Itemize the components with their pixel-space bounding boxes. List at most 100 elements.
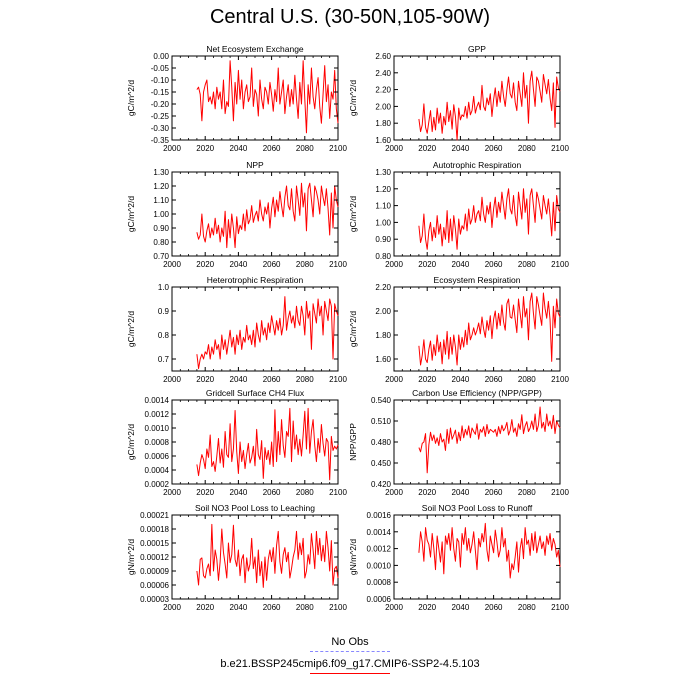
y-tick-label: 0.0012 — [145, 410, 170, 419]
x-tick-label: 2040 — [230, 488, 248, 497]
y-axis-label: gC/m^2/d — [348, 311, 358, 347]
y-tick-label: 1.00 — [375, 218, 391, 227]
chart-panel-6: Gridcell Surface CH4 Flux 2000 2020 2040 206… — [126, 388, 347, 497]
y-tick-label: -0.10 — [151, 76, 170, 85]
panel-title: Net Ecosystem Exchange — [206, 44, 304, 54]
x-tick-label: 2040 — [452, 260, 470, 269]
y-axis-label: gC/m^2/d — [126, 424, 136, 460]
x-tick-label: 2040 — [452, 144, 470, 153]
x-tick-label: 2020 — [418, 144, 436, 153]
y-axis-label: gC/m^2/d — [348, 80, 358, 116]
y-tick-label: 1.60 — [375, 355, 391, 364]
x-tick-label: 2000 — [163, 144, 181, 153]
y-tick-label: 0.0006 — [367, 595, 392, 604]
x-tick-label: 2100 — [551, 375, 569, 384]
y-tick-label: 0.420 — [371, 480, 392, 489]
y-tick-label: 0.00021 — [140, 511, 169, 520]
x-tick-label: 2100 — [329, 144, 347, 153]
y-tick-label: 1.10 — [375, 202, 391, 211]
x-tick-label: 2040 — [230, 603, 248, 612]
y-tick-label: 2.20 — [375, 283, 391, 292]
panel-title: Soil NO3 Pool Loss to Leaching — [195, 503, 315, 513]
y-axis-label: gC/m^2/d — [126, 311, 136, 347]
y-tick-label: 0.90 — [153, 224, 169, 233]
panel-title: Heterotrophic Respiration — [207, 275, 304, 285]
x-tick-label: 2060 — [485, 144, 503, 153]
x-tick-label: 2080 — [518, 375, 536, 384]
x-tick-label: 2100 — [551, 144, 569, 153]
chart-panel-0: Net Ecosystem Exchange 2000 2020 2040 2060 20… — [126, 44, 347, 153]
x-tick-label: 2080 — [518, 488, 536, 497]
x-tick-label: 2000 — [385, 260, 403, 269]
y-tick-label: 0.510 — [371, 417, 392, 426]
y-tick-label: 0.0014 — [145, 396, 170, 405]
y-axis-label: gC/m^2/d — [348, 196, 358, 232]
y-tick-label: 0.9 — [158, 307, 170, 316]
panel-title: Gridcell Surface CH4 Flux — [206, 388, 305, 398]
x-tick-label: 2020 — [196, 144, 214, 153]
x-tick-label: 2040 — [452, 375, 470, 384]
series-line — [196, 523, 339, 588]
x-tick-label: 2040 — [230, 144, 248, 153]
x-tick-label: 2040 — [230, 375, 248, 384]
y-tick-label: -0.20 — [151, 100, 170, 109]
y-tick-label: 0.0008 — [145, 438, 170, 447]
y-tick-label: 0.00 — [153, 52, 169, 61]
y-tick-label: 1.80 — [375, 119, 391, 128]
plot-frame — [171, 399, 339, 485]
series-line — [418, 406, 561, 474]
y-tick-label: 0.0002 — [145, 480, 170, 489]
x-tick-label: 2100 — [551, 260, 569, 269]
x-tick-label: 2100 — [329, 603, 347, 612]
x-tick-label: 2020 — [196, 260, 214, 269]
x-tick-label: 2000 — [163, 260, 181, 269]
y-tick-label: 0.00003 — [140, 595, 169, 604]
y-tick-label: 0.480 — [371, 438, 392, 447]
panel-title: NPP — [246, 160, 264, 170]
x-tick-label: 2100 — [329, 375, 347, 384]
y-tick-label: 0.90 — [375, 235, 391, 244]
y-tick-label: 0.00012 — [140, 553, 169, 562]
chart-panel-2: NPP 2000 2020 2040 2060 2080 2100 0.70 0.80 0.90 1… — [126, 160, 347, 269]
x-tick-label: 2100 — [329, 260, 347, 269]
y-axis-label: gC/m^2/d — [126, 80, 136, 116]
y-tick-label: 0.0012 — [367, 545, 392, 554]
y-tick-label: 1.30 — [153, 168, 169, 177]
x-tick-label: 2060 — [263, 603, 281, 612]
y-tick-label: 0.0014 — [367, 528, 392, 537]
y-tick-label: -0.05 — [151, 64, 170, 73]
y-tick-label: -0.15 — [151, 88, 170, 97]
series-line — [196, 407, 339, 481]
y-tick-label: 1.20 — [375, 185, 391, 194]
x-tick-label: 2020 — [196, 375, 214, 384]
x-tick-label: 2000 — [385, 488, 403, 497]
y-tick-label: 1.30 — [375, 168, 391, 177]
y-tick-label: 0.0016 — [367, 511, 392, 520]
legend-label-simulation: b.e21.BSSP245cmip6.f09_g17.CMIP6-SSP2-4.… — [220, 658, 480, 670]
y-tick-label: 2.60 — [375, 52, 391, 61]
chart-panel-3: Autotrophic Respiration 2000 2020 2040 2060 2… — [348, 160, 569, 269]
y-tick-label: 0.80 — [375, 252, 391, 261]
figure-title: Central U.S. (30-50N,105-90W) — [209, 6, 491, 28]
y-tick-label: 0.0006 — [145, 452, 170, 461]
panel-title: GPP — [468, 44, 486, 54]
y-tick-label: 0.80 — [153, 238, 169, 247]
x-tick-label: 2020 — [418, 375, 436, 384]
chart-panel-9: Soil NO3 Pool Loss to Runoff 2000 2020 2040… — [348, 503, 569, 612]
y-tick-label: 2.40 — [375, 69, 391, 78]
y-tick-label: 1.00 — [153, 210, 169, 219]
x-tick-label: 2060 — [263, 144, 281, 153]
series-line — [418, 188, 561, 250]
x-tick-label: 2100 — [551, 603, 569, 612]
panel-title: Soil NO3 Pool Loss to Runoff — [422, 503, 533, 513]
y-tick-label: 0.00018 — [140, 525, 169, 534]
x-tick-label: 2020 — [418, 603, 436, 612]
plot-frame — [393, 514, 561, 600]
x-tick-label: 2060 — [263, 260, 281, 269]
x-tick-label: 2000 — [385, 144, 403, 153]
y-tick-label: 0.70 — [153, 252, 169, 261]
y-axis-label: NPP/GPP — [348, 423, 358, 461]
x-tick-label: 2060 — [485, 603, 503, 612]
y-tick-label: 0.00006 — [140, 581, 169, 590]
